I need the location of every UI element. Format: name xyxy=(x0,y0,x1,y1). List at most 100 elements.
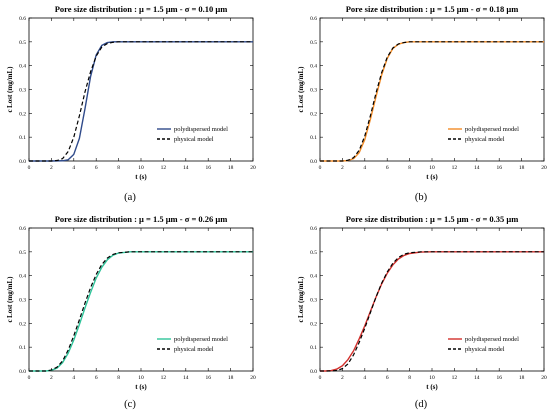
x-tick-label: 6 xyxy=(95,375,98,381)
series-line-polydispersed xyxy=(320,251,544,372)
y-tick-label: 0.6 xyxy=(310,16,317,22)
y-tick-label: 0.6 xyxy=(19,226,26,232)
y-tick-label: 0.0 xyxy=(310,369,317,375)
x-tick-label: 4 xyxy=(363,165,366,171)
x-tick-label: 16 xyxy=(496,165,502,171)
panel-caption: (b) xyxy=(415,192,428,203)
x-tick-label: 2 xyxy=(341,375,344,381)
legend-entry: physical model xyxy=(174,136,214,143)
legend-entry: polydispersed model xyxy=(174,336,228,343)
y-tick-label: 0.6 xyxy=(310,226,317,232)
y-tick-label: 0.3 xyxy=(19,88,26,94)
x-tick-label: 8 xyxy=(117,375,120,381)
y-tick-label: 0.1 xyxy=(310,345,317,351)
series-line-physical xyxy=(29,251,253,372)
x-tick-label: 12 xyxy=(452,375,458,381)
x-tick-label: 10 xyxy=(138,375,144,381)
x-tick-label: 20 xyxy=(541,375,547,381)
series-line-polydispersed xyxy=(29,41,253,162)
y-tick-label: 0.0 xyxy=(310,159,317,165)
x-tick-label: 16 xyxy=(205,165,211,171)
plot-frame xyxy=(319,17,545,162)
series-line-physical xyxy=(320,41,544,162)
chart-panel-4: Pore size distribution : μ = 1.5 μm - σ … xyxy=(297,214,547,410)
y-tick-label: 0.4 xyxy=(19,64,26,70)
x-tick-label: 6 xyxy=(386,375,389,381)
x-axis-label: t (s) xyxy=(426,383,438,391)
x-tick-label: 12 xyxy=(161,375,167,381)
series-line-physical xyxy=(29,41,253,162)
x-tick-label: 10 xyxy=(429,375,435,381)
y-tick-label: 0.5 xyxy=(19,250,26,256)
y-axis-label: c Lost (mg/mL) xyxy=(6,66,14,113)
y-tick-label: 0.2 xyxy=(19,111,26,117)
x-tick-label: 20 xyxy=(250,165,256,171)
chart-legend: polydispersed model physical model xyxy=(157,126,228,143)
y-tick-label: 0.3 xyxy=(310,298,317,304)
plot-frame xyxy=(28,17,254,162)
y-tick-label: 0.0 xyxy=(19,159,26,165)
chart-legend: polydispersed model physical model xyxy=(448,126,519,143)
series-line-polydispersed xyxy=(320,41,544,162)
chart-title: Pore size distribution : μ = 1.5 μm - σ … xyxy=(55,4,228,14)
panel-caption: (d) xyxy=(415,399,428,410)
x-tick-label: 14 xyxy=(183,375,189,381)
panel-caption: (a) xyxy=(124,192,136,203)
x-tick-label: 14 xyxy=(474,375,480,381)
y-axis-label: c Lost (mg/mL) xyxy=(6,276,14,323)
y-tick-label: 0.1 xyxy=(310,135,317,141)
chart-panel-3: Pore size distribution : μ = 1.5 μm - σ … xyxy=(6,214,256,410)
y-tick-label: 0.4 xyxy=(19,274,26,280)
x-tick-label: 18 xyxy=(228,165,234,171)
x-tick-label: 12 xyxy=(452,165,458,171)
chart-title: Pore size distribution : μ = 1.5 μm - σ … xyxy=(55,214,228,224)
chart-panel-1: Pore size distribution : μ = 1.5 μm - σ … xyxy=(6,4,256,203)
x-tick-label: 2 xyxy=(50,165,53,171)
y-tick-label: 0.4 xyxy=(310,274,317,280)
x-tick-label: 0 xyxy=(319,375,322,381)
y-tick-label: 0.2 xyxy=(19,321,26,327)
panel-caption: (c) xyxy=(124,399,136,410)
x-tick-label: 18 xyxy=(519,375,525,381)
x-tick-label: 18 xyxy=(519,165,525,171)
x-tick-label: 8 xyxy=(117,165,120,171)
x-axis-label: t (s) xyxy=(135,173,147,181)
y-tick-label: 0.5 xyxy=(310,250,317,256)
x-tick-label: 0 xyxy=(28,375,31,381)
x-tick-label: 4 xyxy=(72,165,75,171)
y-tick-label: 0.5 xyxy=(19,40,26,46)
y-tick-label: 0.2 xyxy=(310,111,317,117)
chart-legend: polydispersed model physical model xyxy=(157,336,228,353)
legend-entry: polydispersed model xyxy=(465,336,519,343)
chart-legend: polydispersed model physical model xyxy=(448,336,519,353)
x-tick-label: 20 xyxy=(250,375,256,381)
x-tick-label: 4 xyxy=(72,375,75,381)
y-tick-label: 0.4 xyxy=(310,64,317,70)
x-tick-label: 6 xyxy=(386,165,389,171)
x-tick-label: 2 xyxy=(50,375,53,381)
x-tick-label: 16 xyxy=(496,375,502,381)
series-line-polydispersed xyxy=(29,251,253,372)
y-tick-label: 0.2 xyxy=(310,321,317,327)
chart-title: Pore size distribution : μ = 1.5 μm - σ … xyxy=(346,4,519,14)
y-axis-label: c Lost (mg/mL) xyxy=(297,276,305,323)
legend-entry: physical model xyxy=(465,136,505,143)
plot-frame xyxy=(28,227,254,372)
legend-entry: physical model xyxy=(465,346,505,353)
y-tick-label: 0.0 xyxy=(19,369,26,375)
x-tick-label: 10 xyxy=(138,165,144,171)
legend-entry: physical model xyxy=(174,346,214,353)
x-tick-label: 20 xyxy=(541,165,547,171)
series-line-physical xyxy=(320,251,544,372)
legend-entry: polydispersed model xyxy=(465,126,519,133)
x-tick-label: 0 xyxy=(28,165,31,171)
y-tick-label: 0.1 xyxy=(19,135,26,141)
x-axis-label: t (s) xyxy=(135,383,147,391)
x-tick-label: 10 xyxy=(429,165,435,171)
y-tick-label: 0.3 xyxy=(19,298,26,304)
y-axis-label: c Lost (mg/mL) xyxy=(297,66,305,113)
y-tick-label: 0.5 xyxy=(310,40,317,46)
x-tick-label: 8 xyxy=(408,375,411,381)
x-tick-label: 8 xyxy=(408,165,411,171)
